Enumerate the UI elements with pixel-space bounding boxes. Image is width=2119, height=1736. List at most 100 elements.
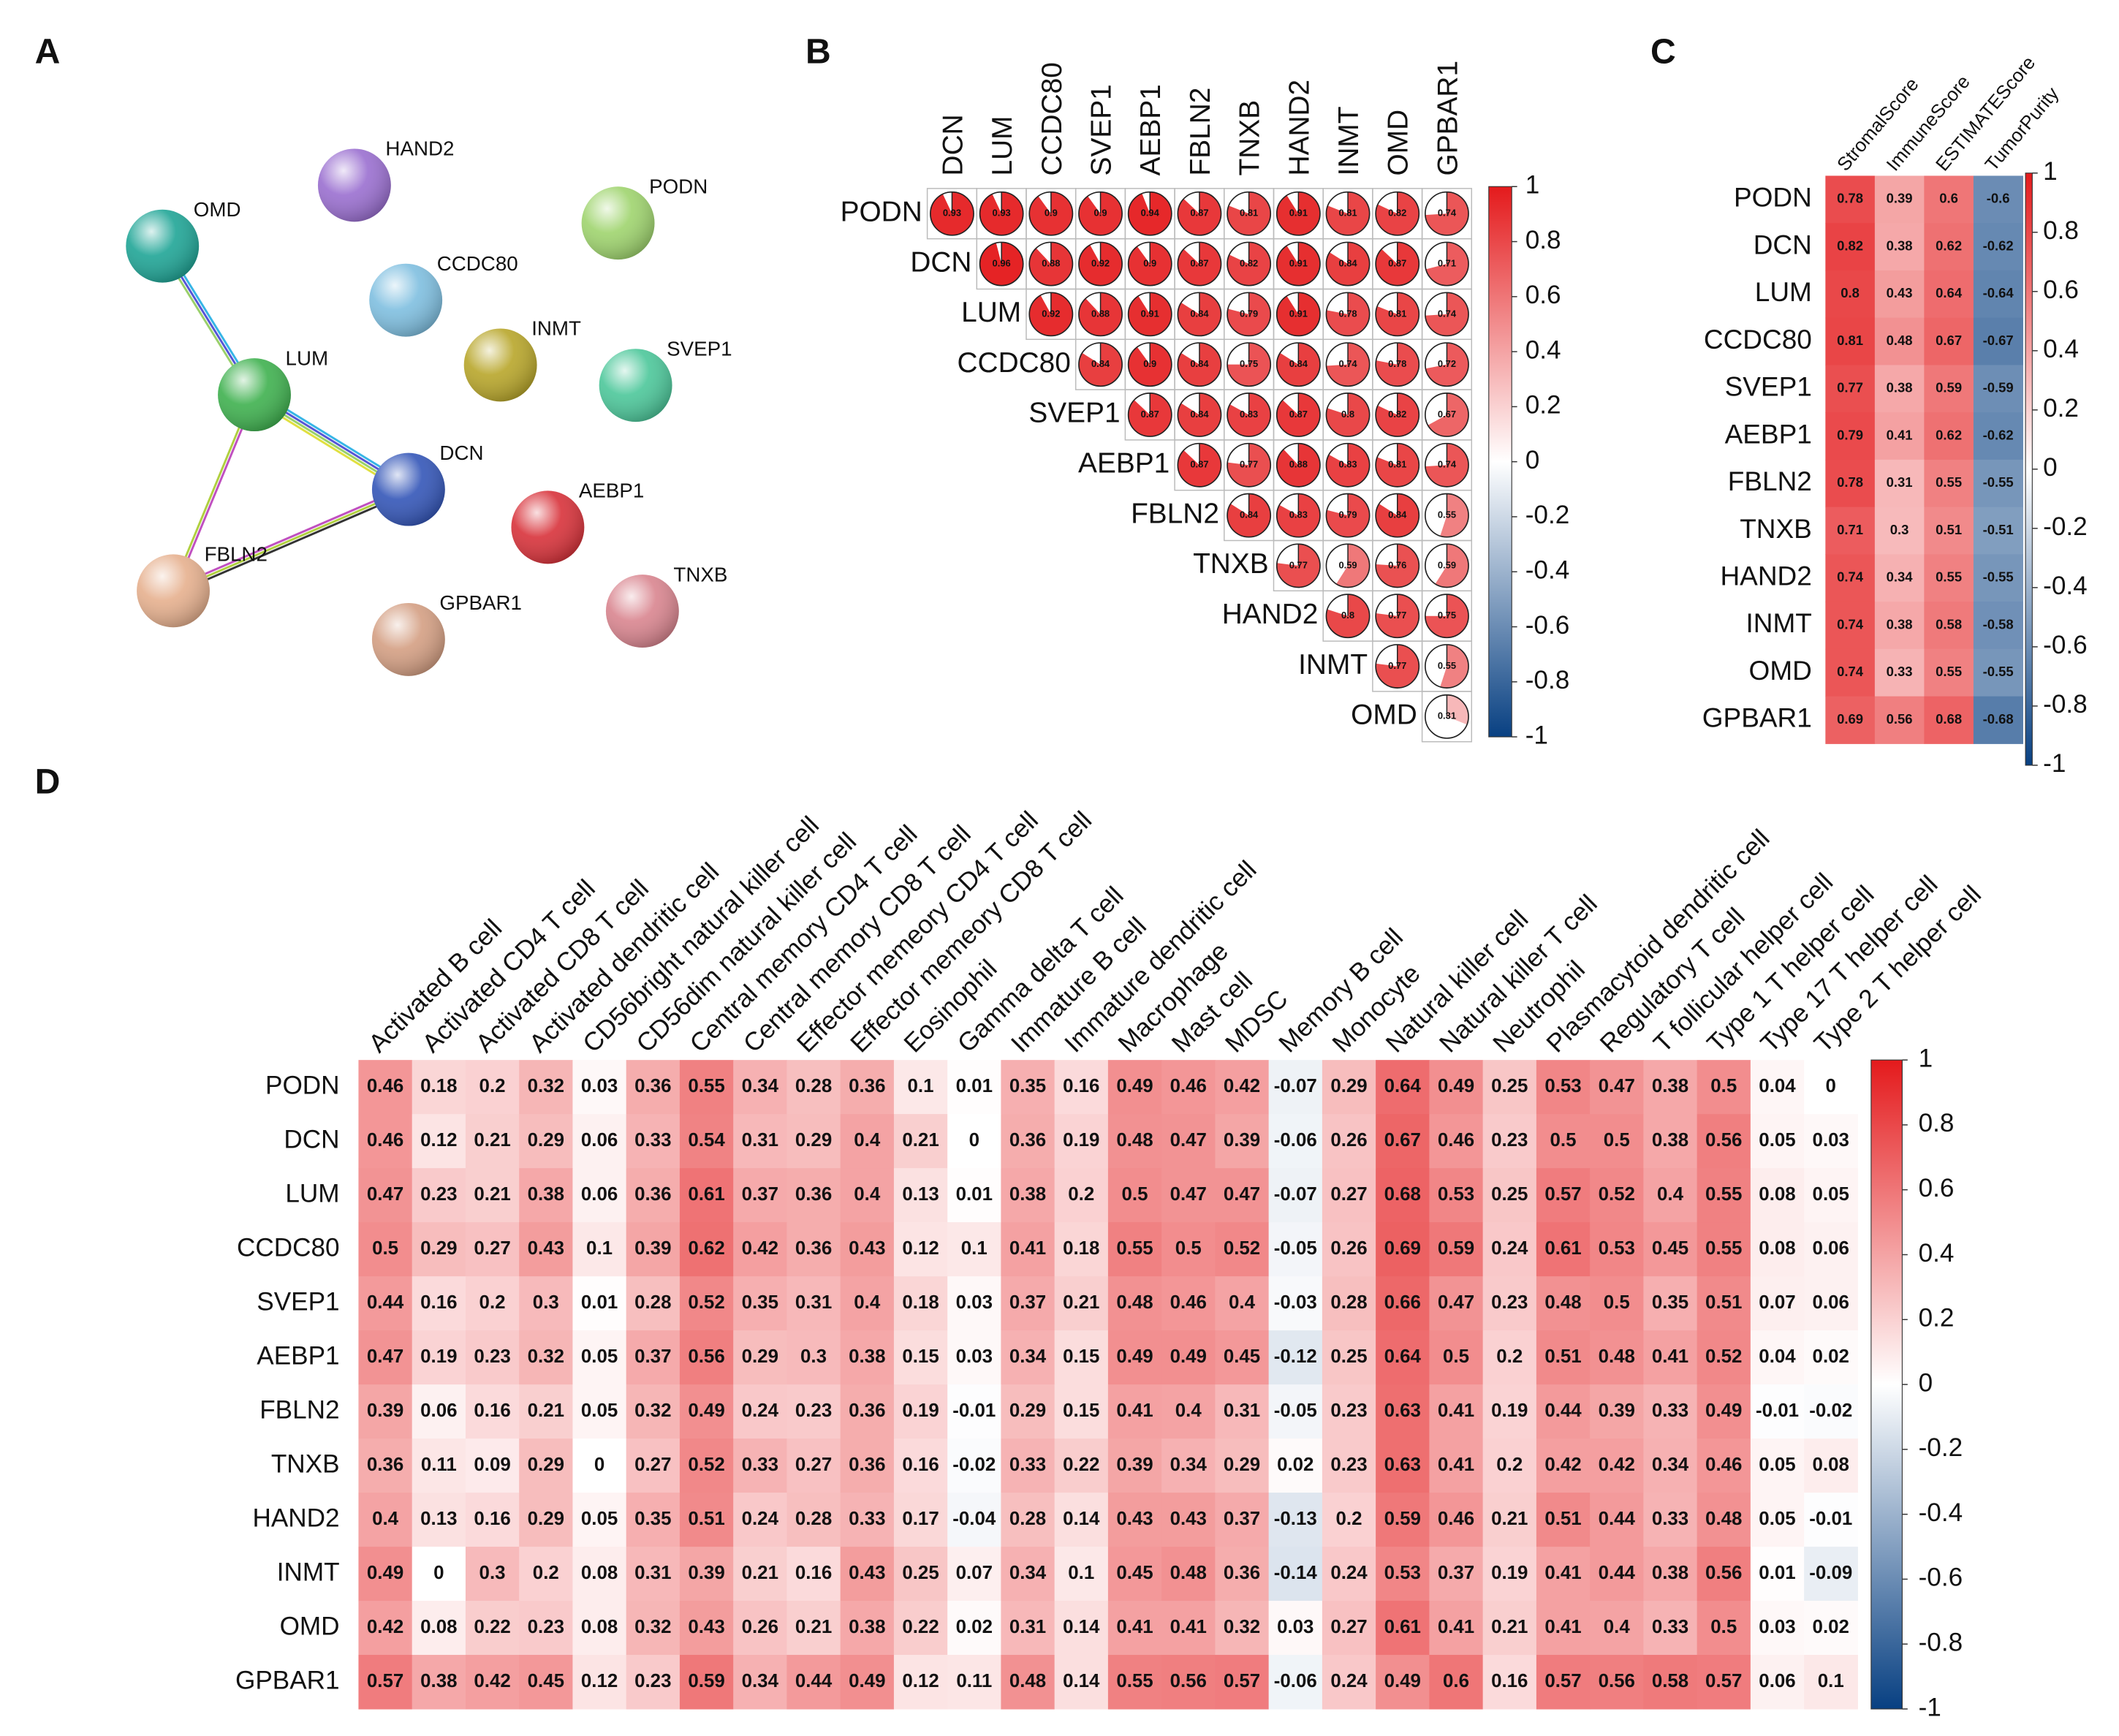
colorbar-label: 1: [1525, 171, 1540, 200]
value-label: 0.32: [634, 1617, 671, 1637]
value-label: 0.55: [1116, 1671, 1153, 1691]
value-label: 0.37: [1224, 1509, 1260, 1529]
value-label: 0.04: [1759, 1076, 1796, 1096]
value-label: 0.16: [420, 1292, 457, 1313]
node-label: AEBP1: [579, 480, 644, 502]
heat-cell: [947, 1276, 1001, 1331]
heat-cell: [1874, 270, 1925, 319]
heat-cell: [519, 1276, 573, 1331]
pie-slice: [1326, 493, 1370, 537]
value-label: 0.91: [1289, 308, 1308, 319]
heat-cell: [1215, 1655, 1270, 1710]
pie-slice: [1227, 242, 1271, 286]
heat-cell: [626, 1384, 681, 1439]
value-label: 0.94: [1141, 208, 1160, 219]
heat-cell: [1697, 1114, 1751, 1169]
heat-cell: [1161, 1493, 1216, 1547]
value-label: 0.23: [1491, 1130, 1528, 1151]
value-label: 0.57: [1544, 1184, 1581, 1205]
value-label: 0.84: [1289, 358, 1308, 369]
value-label: 0.76: [1388, 559, 1406, 570]
value-label: 0.74: [1438, 208, 1457, 219]
value-label: 0.15: [1063, 1400, 1099, 1421]
row-label: SVEP1: [1028, 398, 1120, 429]
heat-cell: [1107, 1114, 1162, 1169]
heat-cell: [1215, 1276, 1270, 1331]
value-label: 0.87: [1388, 257, 1406, 268]
heat-cell: [733, 1601, 787, 1656]
heat-cell: [1376, 1547, 1430, 1602]
heat-cell: [465, 1493, 520, 1547]
value-label: 0.33: [849, 1509, 885, 1529]
row-label: SVEP1: [1725, 372, 1812, 402]
value-label: 0.55: [1705, 1184, 1742, 1205]
value-label: 0.46: [367, 1076, 403, 1096]
value-label: 0.59: [688, 1671, 724, 1691]
value-label: 0.24: [1491, 1238, 1528, 1259]
heat-cell: [572, 1330, 627, 1385]
value-label: 0.29: [420, 1238, 457, 1259]
value-label: 0.27: [1330, 1184, 1367, 1205]
value-label: 0.59: [1438, 559, 1456, 570]
colorbar-label: -0.8: [2043, 690, 2088, 719]
immune-heatmap-panel: 0.46 0.18 0.2 0.32 0.03 0.36 0.55 0.34 0.28 0.36 0…: [235, 806, 1987, 1722]
heat-cell: [572, 1601, 627, 1656]
colorbar-label: 0: [1919, 1368, 1933, 1397]
heat-cell: [1643, 1114, 1698, 1169]
pie-slice: [1078, 192, 1123, 235]
value-label: 0.55: [1705, 1238, 1742, 1259]
value-label: 0.28: [634, 1292, 671, 1313]
heat-cell: [1482, 1601, 1537, 1656]
heat-cell: [1697, 1439, 1751, 1493]
heat-cell: [786, 1168, 841, 1223]
heat-cell: [893, 1060, 948, 1115]
heat-cell: [1376, 1330, 1430, 1385]
value-label: -0.68: [1983, 711, 2014, 727]
heat-cell: [1536, 1493, 1591, 1547]
network-panel: HAND2 OMD PODN CCDC80 INMT SVEP1 LUM DCN AEBP1 FB…: [126, 137, 732, 676]
value-label: 0.01: [1759, 1563, 1795, 1583]
value-label: -0.55: [1983, 569, 2014, 585]
heat-cell: [412, 1330, 466, 1385]
heat-cell: [1643, 1276, 1698, 1331]
node-gloss: [463, 328, 537, 402]
value-label: 0.36: [1224, 1563, 1260, 1583]
value-label: 0: [1826, 1076, 1836, 1096]
heat-cell: [1215, 1384, 1270, 1439]
colorbar-label: 0.6: [2043, 276, 2079, 304]
heat-cell: [947, 1439, 1001, 1493]
value-label: 0.11: [421, 1455, 457, 1475]
value-label: 0.49: [1170, 1346, 1207, 1367]
value-label: 0.71: [1837, 522, 1863, 537]
heat-cell: [1001, 1384, 1055, 1439]
heat-cell: [465, 1168, 520, 1223]
value-label: 0.21: [474, 1130, 510, 1151]
value-label: 0.18: [902, 1292, 939, 1313]
heat-cell: [1322, 1493, 1376, 1547]
heat-cell: [1973, 696, 2023, 744]
value-label: 0.47: [367, 1184, 403, 1205]
value-label: 0.27: [474, 1238, 510, 1259]
value-label: 0.63: [1384, 1400, 1421, 1421]
heat-cell: [733, 1222, 787, 1277]
value-label: 0.69: [1837, 711, 1863, 727]
value-label: 0.26: [1330, 1238, 1367, 1259]
value-label: 0.53: [1384, 1563, 1421, 1583]
pie-slice: [1425, 242, 1469, 286]
row-label: DCN: [910, 246, 971, 278]
heat-cell: [412, 1060, 466, 1115]
heat-cell: [519, 1222, 573, 1277]
value-label: 0.57: [367, 1671, 403, 1691]
heat-cell: [840, 1330, 895, 1385]
heat-cell: [1697, 1384, 1751, 1439]
value-label: 0.06: [581, 1130, 618, 1151]
value-label: 0.39: [1599, 1400, 1635, 1421]
row-label: FBLN2: [259, 1395, 339, 1424]
value-label: 0.35: [742, 1292, 778, 1313]
pie-outline: [1078, 342, 1123, 387]
heat-cell: [465, 1439, 520, 1493]
heat-cell: [1054, 1168, 1109, 1223]
row-label: AEBP1: [257, 1341, 339, 1370]
heat-cell: [1107, 1493, 1162, 1547]
heat-cell: [1376, 1601, 1430, 1656]
